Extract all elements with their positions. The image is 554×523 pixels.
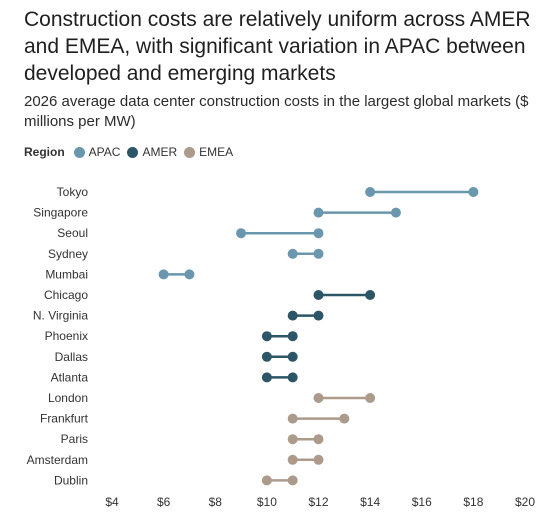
market-label-london: London <box>48 391 88 405</box>
low-point-atlanta <box>261 372 272 383</box>
high-point-amsterdam <box>313 454 324 465</box>
market-label-seoul: Seoul <box>57 226 88 240</box>
x-tick-label: $8 <box>209 495 223 509</box>
low-point-london <box>313 393 324 403</box>
market-label-sydney: Sydney <box>48 247 88 261</box>
high-point-seoul <box>313 228 324 239</box>
high-point-mumbai <box>184 269 195 280</box>
high-point-paris <box>313 434 324 445</box>
low-point-seoul <box>236 228 247 239</box>
high-point-frankfurt <box>339 413 350 424</box>
x-tick-label: $6 <box>157 495 171 509</box>
market-label-amsterdam: Amsterdam <box>27 453 88 467</box>
high-point-atlanta <box>287 372 298 383</box>
market-label-mumbai: Mumbai <box>45 267 88 281</box>
high-point-dublin <box>287 475 298 486</box>
low-point-singapore <box>313 207 324 218</box>
chart-subtitle: 2026 average data center construction co… <box>24 93 529 130</box>
high-point-sydney <box>313 248 324 259</box>
low-point-chicago <box>313 290 324 300</box>
market-label-singapore: Singapore <box>33 206 88 220</box>
legend-swatch-amer <box>127 146 139 158</box>
x-tick-label: $18 <box>463 495 483 509</box>
legend: Region APAC AMER EMEA <box>24 145 235 159</box>
market-label-phoenix: Phoenix <box>45 329 88 343</box>
high-point-dallas <box>287 351 298 362</box>
legend-title: Region <box>24 145 65 159</box>
high-point-singapore <box>390 207 401 218</box>
high-point-london <box>365 393 376 403</box>
low-point-paris <box>287 434 298 445</box>
legend-label-apac: APAC <box>88 145 121 159</box>
x-tick-label: $16 <box>412 495 432 509</box>
low-point-n-virginia <box>287 310 298 321</box>
dumbbell-chart: Tokyo Singapore Seoul Sydney Mumbai Chicago N.… <box>27 185 536 509</box>
legend-item-apac: APAC <box>73 145 121 159</box>
low-point-phoenix <box>261 331 272 342</box>
x-tick-label: $10 <box>257 495 277 509</box>
x-tick-label: $12 <box>308 495 328 509</box>
market-label-dublin: Dublin <box>54 473 88 487</box>
high-point-n-virginia <box>313 310 324 321</box>
legend-swatch-emea <box>184 146 196 158</box>
market-label-paris: Paris <box>61 432 88 446</box>
market-label-dallas: Dallas <box>55 350 88 364</box>
legend-item-emea: EMEA <box>184 145 233 159</box>
x-tick-label: $20 <box>515 495 535 509</box>
chart-title: Construction costs are relatively unifor… <box>24 8 531 85</box>
legend-label-amer: AMER <box>142 145 178 159</box>
x-tick-label: $14 <box>360 495 380 509</box>
low-point-tokyo <box>365 187 376 197</box>
low-point-frankfurt <box>287 413 298 424</box>
legend-item-amer: AMER <box>127 145 177 159</box>
high-point-phoenix <box>287 331 298 342</box>
x-tick-label: $4 <box>105 495 119 509</box>
high-point-tokyo <box>468 187 479 197</box>
market-label-chicago: Chicago <box>44 288 88 302</box>
low-point-mumbai <box>158 269 169 280</box>
high-point-chicago <box>365 290 376 300</box>
market-label-frankfurt: Frankfurt <box>40 412 89 426</box>
legend-swatch-apac <box>73 146 85 158</box>
market-label-n-virginia: N. Virginia <box>33 309 88 323</box>
low-point-sydney <box>287 248 298 259</box>
legend-label-emea: EMEA <box>199 145 234 159</box>
market-label-atlanta: Atlanta <box>51 370 89 384</box>
low-point-dublin <box>261 475 272 486</box>
low-point-amsterdam <box>287 454 298 465</box>
market-label-tokyo: Tokyo <box>57 185 89 199</box>
low-point-dallas <box>261 351 272 362</box>
